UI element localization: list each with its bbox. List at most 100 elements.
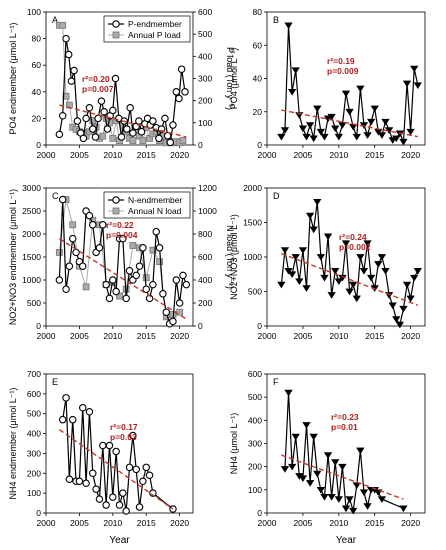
y-axis-title: PO4 endmember (μmol L⁻¹) [8,23,18,135]
y-tick-label: 3000 [22,183,41,193]
data-point [65,475,74,483]
y-tick-label: 400 [248,415,262,425]
chart-panel-d: 2000 2005 2010 2015 2020 0 500 1000 1500 2000 NO2+… [229,183,426,341]
data-point [298,125,308,133]
data-point [102,280,110,289]
load-point [129,242,137,249]
data-point [155,244,164,252]
data-point [298,247,308,254]
data-point [363,240,372,248]
load-point [99,132,107,140]
panel-letter: B [273,15,279,25]
y-tick-label: 0 [257,140,262,150]
data-point [316,128,326,136]
y-tick-label: 100 [27,7,41,17]
y-right-tick-label: 500 [198,29,212,39]
data-point [402,281,412,289]
stat-label: r²=0.20 [82,74,110,84]
load-point [55,248,63,256]
y-tick-label: 500 [27,409,41,419]
data-point [123,125,131,133]
x-tick-label: 2020 [170,150,189,160]
data-point [68,415,77,424]
data-point [179,271,187,280]
data-point [284,389,293,397]
data-point [68,234,77,243]
data-point [381,118,390,126]
y-right-tick-label: 300 [198,74,212,84]
data-point [363,132,372,139]
y-tick-label: 300 [27,448,41,458]
y-axis-title: NH4 (μmol L⁻¹) [229,413,239,474]
y-axis-title: PO4 (μmol L⁻¹) [229,48,239,109]
data-point [377,254,387,261]
data-point [313,105,322,113]
data-point [79,404,87,412]
data-point [287,271,297,279]
data-point [341,240,351,248]
data-point [79,134,88,143]
load-point [69,221,77,229]
y-tick-label: 80 [253,7,263,17]
data-point [55,276,64,284]
data-point [177,65,186,73]
x-tick-label: 2000 [258,518,277,528]
y-right-tick-label: 400 [198,275,212,285]
x-tick-label: 2020 [170,518,189,528]
y-tick-label: 2500 [22,206,41,216]
chart-panel-c: 2000 2005 2010 2015 202005001000150020002500… [8,183,235,341]
x-tick-label: 2005 [293,518,312,528]
data-point [58,111,67,120]
y-right-tick-label: 100 [198,118,212,128]
y-tick-label: 2000 [243,183,262,193]
y-tick-label: 60 [32,60,42,70]
data-point [341,90,351,98]
data-point [169,317,177,326]
data-point [95,495,104,503]
y-tick-label: 0 [257,508,262,518]
data-point [105,294,114,303]
data-point [112,287,120,296]
data-point [85,104,94,112]
y-right-tick-label: 0 [198,321,203,331]
y-tick-label: 200 [248,462,262,472]
load-point [142,274,150,282]
stat-label: p=0.002 [339,242,371,252]
y-right-tick-label: 800 [198,229,212,239]
y-tick-label: 80 [32,34,42,44]
stat-label: r²=0.23 [331,412,359,422]
data-point [92,485,100,493]
data-point [345,288,354,296]
data-point [381,267,390,275]
data-point [352,295,361,303]
panel-letter: C [52,191,59,201]
data-point [277,281,286,289]
data-point [309,226,318,234]
data-point [280,466,290,473]
data-point [163,131,172,140]
data-point [363,503,372,510]
data-point [129,431,137,440]
data-point [349,281,358,289]
panel-letter: A [52,15,58,25]
data-point [287,88,297,96]
y-right-tick-label: 200 [198,96,212,106]
data-point [159,290,167,298]
x-tick-label: 2005 [70,331,89,341]
trend-line [281,109,418,138]
data-point [284,267,293,275]
data-point [91,133,100,141]
data-point [327,292,336,299]
data-point [359,267,369,275]
data-point [175,94,183,103]
data-point [280,127,290,134]
data-point [100,108,108,116]
x-tick-label: 2015 [137,150,156,160]
data-point [392,135,401,143]
load-point [109,134,117,142]
data-point [341,505,351,513]
data-point [413,267,422,275]
data-point [356,447,365,455]
x-tick-label: 2000 [37,518,56,528]
data-point [139,244,147,252]
